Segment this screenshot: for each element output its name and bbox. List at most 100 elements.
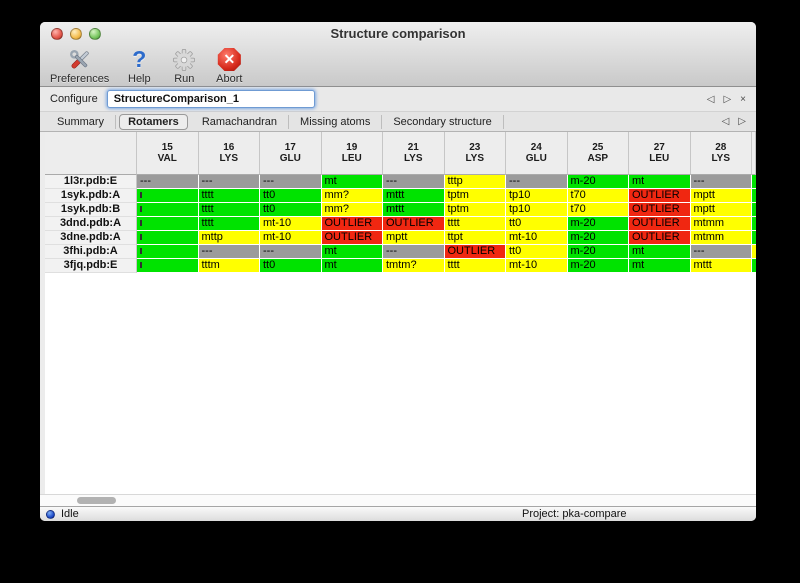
rotamer-cell[interactable]: tttt: [444, 259, 506, 273]
rotamer-cell[interactable]: mt: [321, 245, 383, 259]
rotamer-cell[interactable]: [137, 217, 199, 231]
rotamer-cell[interactable]: [137, 203, 199, 217]
horizontal-scrollbar[interactable]: [40, 494, 756, 506]
rotamer-cell[interactable]: mt: [629, 175, 691, 189]
next-tab-arrow[interactable]: ▷: [738, 116, 746, 127]
rotamer-cell[interactable]: t70: [567, 203, 629, 217]
rotamer-cell[interactable]: OUTLIER: [321, 217, 383, 231]
zoom-window-button[interactable]: [89, 27, 101, 40]
rotamer-cell[interactable]: mt: [629, 245, 691, 259]
rotamer-cell[interactable]: ---: [506, 175, 568, 189]
rotamer-cell[interactable]: mptt: [690, 203, 752, 217]
column-header-19[interactable]: 19 LEU: [321, 132, 383, 175]
rotamer-cell[interactable]: tt0: [506, 245, 568, 259]
scrollbar-thumb[interactable]: [77, 497, 116, 504]
rotamer-cell[interactable]: m-20: [567, 217, 629, 231]
row-label[interactable]: 1l3r.pdb:E: [45, 175, 137, 189]
rotamer-cell[interactable]: ---: [260, 245, 322, 259]
row-label[interactable]: 3dne.pdb:A: [45, 231, 137, 245]
minimize-window-button[interactable]: [70, 27, 82, 40]
rotamer-cell[interactable]: mptt: [690, 189, 752, 203]
rotamer-cell[interactable]: tp10: [506, 189, 568, 203]
prev-tab-arrow[interactable]: ◁: [721, 116, 730, 127]
rotamer-cell[interactable]: tt0: [260, 259, 322, 273]
tab-rotamers[interactable]: Rotamers: [119, 113, 188, 130]
rotamer-cell[interactable]: ---: [383, 175, 445, 189]
rotamer-cell[interactable]: OUTLIER: [629, 231, 691, 245]
rotamer-cell[interactable]: mt-10: [260, 217, 322, 231]
rotamer-cell[interactable]: ---: [383, 245, 445, 259]
rotamer-cell[interactable]: mm?: [321, 189, 383, 203]
rotamer-cell[interactable]: tttt: [198, 203, 260, 217]
rotamer-cell[interactable]: ---: [690, 245, 752, 259]
rotamer-cell[interactable]: tttt: [198, 217, 260, 231]
preferences-button[interactable]: Preferences: [50, 46, 109, 85]
rotamer-cell[interactable]: mttt: [383, 203, 445, 217]
rotamer-cell[interactable]: OUTLIER: [444, 245, 506, 259]
rotamer-cell[interactable]: tttp: [444, 175, 506, 189]
rotamer-cell[interactable]: m-20: [567, 231, 629, 245]
tab-secondary-structure[interactable]: Secondary structure: [382, 114, 504, 129]
column-header-16[interactable]: 16 LYS: [198, 132, 260, 175]
column-header-21[interactable]: 21 LYS: [383, 132, 445, 175]
rotamer-cell[interactable]: mt: [321, 259, 383, 273]
rotamer-cell[interactable]: mt: [321, 175, 383, 189]
rotamer-cell[interactable]: m-20: [567, 259, 629, 273]
row-label[interactable]: 1syk.pdb:B: [45, 203, 137, 217]
rotamer-cell[interactable]: tptm: [444, 203, 506, 217]
column-header-15[interactable]: 15 VAL: [137, 132, 199, 175]
rotamer-cell[interactable]: mt: [629, 259, 691, 273]
rotamer-cell[interactable]: ttpt: [444, 231, 506, 245]
rotamer-cell[interactable]: mptt: [383, 231, 445, 245]
column-header-17[interactable]: 17 GLU: [260, 132, 322, 175]
rotamer-cell[interactable]: tt0: [260, 203, 322, 217]
rotamer-cell[interactable]: mttp: [198, 231, 260, 245]
configure-name-input[interactable]: [106, 90, 315, 108]
close-window-button[interactable]: [51, 27, 63, 40]
column-header-23[interactable]: 23 LYS: [444, 132, 506, 175]
rotamer-cell[interactable]: tmtm?: [383, 259, 445, 273]
rotamer-cell[interactable]: m-20: [567, 175, 629, 189]
rotamer-cell[interactable]: tt0: [506, 217, 568, 231]
title-bar[interactable]: Structure comparison: [40, 22, 756, 45]
next-config-arrow[interactable]: ▷: [723, 93, 732, 105]
rotamer-cell[interactable]: mttt: [690, 259, 752, 273]
abort-button[interactable]: ✕ Abort: [214, 46, 244, 85]
row-label[interactable]: 3fhi.pdb:A: [45, 245, 137, 259]
rotamer-cell[interactable]: mt-10: [260, 231, 322, 245]
rotamer-cell[interactable]: OUTLIER: [629, 217, 691, 231]
rotamer-cell[interactable]: mt-10: [506, 231, 568, 245]
row-label[interactable]: 1syk.pdb:A: [45, 189, 137, 203]
column-header-25[interactable]: 25 ASP: [567, 132, 629, 175]
rotamer-cell[interactable]: ---: [198, 245, 260, 259]
rotamer-cell[interactable]: tttt: [444, 217, 506, 231]
column-header-28[interactable]: 28 LYS: [690, 132, 752, 175]
prev-config-arrow[interactable]: ◁: [706, 93, 715, 105]
row-label[interactable]: 3fjq.pdb:E: [45, 259, 137, 273]
rotamer-cell[interactable]: [137, 189, 199, 203]
rotamer-cell[interactable]: [137, 259, 199, 273]
rotamer-cell[interactable]: ---: [260, 175, 322, 189]
run-button[interactable]: Run: [169, 46, 199, 85]
rotamer-cell[interactable]: mtmm: [690, 217, 752, 231]
rotamer-cell[interactable]: OUTLIER: [383, 217, 445, 231]
rotamer-cell[interactable]: mtmm: [690, 231, 752, 245]
rotamer-cell[interactable]: [137, 231, 199, 245]
rotamer-cell[interactable]: [137, 245, 199, 259]
rotamer-cell[interactable]: ---: [690, 175, 752, 189]
rotamer-cell[interactable]: OUTLIER: [629, 203, 691, 217]
tab-missing-atoms[interactable]: Missing atoms: [289, 114, 383, 129]
rotamer-cell[interactable]: tttm: [198, 259, 260, 273]
row-label[interactable]: 3dnd.pdb:A: [45, 217, 137, 231]
rotamer-cell[interactable]: tptm: [444, 189, 506, 203]
rotamer-cell[interactable]: mm?: [321, 203, 383, 217]
rotamer-cell[interactable]: m-20: [567, 245, 629, 259]
rotamer-cell[interactable]: mttt: [383, 189, 445, 203]
tab-ramachandran[interactable]: Ramachandran: [191, 114, 290, 129]
rotamer-cell[interactable]: tt0: [260, 189, 322, 203]
help-button[interactable]: ? Help: [124, 46, 154, 86]
rotamer-cell[interactable]: mt-10: [506, 259, 568, 273]
rotamer-cell[interactable]: ---: [198, 175, 260, 189]
close-config-icon[interactable]: ×: [740, 93, 746, 105]
rotamer-cell[interactable]: tttt: [198, 189, 260, 203]
